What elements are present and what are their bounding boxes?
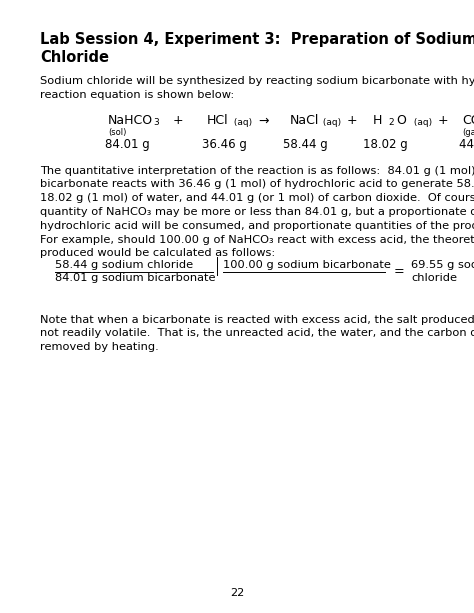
- Text: 69.55 g sodium: 69.55 g sodium: [411, 260, 474, 270]
- Text: 36.46 g: 36.46 g: [202, 138, 247, 151]
- Text: not readily volatile.  That is, the unreacted acid, the water, and the carbon di: not readily volatile. That is, the unrea…: [40, 329, 474, 338]
- Text: (aq): (aq): [320, 118, 341, 128]
- Text: quantity of NaHCO₃ may be more or less than 84.01 g, but a proportionate quantit: quantity of NaHCO₃ may be more or less t…: [40, 207, 474, 217]
- Text: removed by heating.: removed by heating.: [40, 342, 159, 352]
- Text: 84.01 g sodium bicarbonate: 84.01 g sodium bicarbonate: [55, 273, 216, 283]
- Text: 44.01 g: 44.01 g: [459, 138, 474, 151]
- Text: 3: 3: [153, 118, 159, 128]
- Text: For example, should 100.00 g of NaHCO₃ react with excess acid, the theoretical m: For example, should 100.00 g of NaHCO₃ r…: [40, 235, 474, 245]
- Text: →: →: [258, 115, 268, 128]
- Text: Chloride: Chloride: [40, 50, 109, 64]
- Text: (aq): (aq): [411, 118, 432, 128]
- Text: (aq): (aq): [231, 118, 252, 128]
- Text: (sol): (sol): [108, 128, 127, 137]
- Text: The quantitative interpretation of the reaction is as follows:  84.01 g (1 mol) : The quantitative interpretation of the r…: [40, 166, 474, 175]
- Text: O: O: [396, 115, 406, 128]
- Text: produced would be calculated as follows:: produced would be calculated as follows:: [40, 248, 275, 258]
- Text: Note that when a bicarbonate is reacted with excess acid, the salt produced is t: Note that when a bicarbonate is reacted …: [40, 314, 474, 324]
- Text: reaction equation is shown below:: reaction equation is shown below:: [40, 89, 235, 99]
- Text: +: +: [173, 115, 183, 128]
- Text: HCl: HCl: [207, 115, 228, 128]
- Text: H: H: [373, 115, 383, 128]
- Text: CO: CO: [462, 115, 474, 128]
- Text: =: =: [393, 265, 404, 278]
- Text: +: +: [438, 115, 448, 128]
- Text: 58.44 g: 58.44 g: [283, 138, 328, 151]
- Text: hydrochloric acid will be consumed, and proportionate quantities of the products: hydrochloric acid will be consumed, and …: [40, 221, 474, 230]
- Text: NaCl: NaCl: [290, 115, 319, 128]
- Text: bicarbonate reacts with 36.46 g (1 mol) of hydrochloric acid to generate 58.44 g: bicarbonate reacts with 36.46 g (1 mol) …: [40, 180, 474, 189]
- Text: +: +: [347, 115, 357, 128]
- Text: 100.00 g sodium bicarbonate: 100.00 g sodium bicarbonate: [223, 260, 391, 270]
- Text: NaHCO: NaHCO: [108, 115, 153, 128]
- Text: Lab Session 4, Experiment 3:  Preparation of Sodium: Lab Session 4, Experiment 3: Preparation…: [40, 32, 474, 47]
- Text: chloride: chloride: [411, 273, 457, 283]
- Text: Sodium chloride will be synthesized by reacting sodium bicarbonate with hydrochl: Sodium chloride will be synthesized by r…: [40, 76, 474, 86]
- Text: 2: 2: [388, 118, 393, 128]
- Text: 84.01 g: 84.01 g: [105, 138, 150, 151]
- Text: 58.44 g sodium chloride: 58.44 g sodium chloride: [55, 260, 193, 270]
- Text: (gas): (gas): [462, 128, 474, 137]
- Text: 22: 22: [230, 588, 244, 598]
- Text: 18.02 g: 18.02 g: [363, 138, 408, 151]
- Text: 18.02 g (1 mol) of water, and 44.01 g (or 1 mol) of carbon dioxide.  Of course t: 18.02 g (1 mol) of water, and 44.01 g (o…: [40, 193, 474, 203]
